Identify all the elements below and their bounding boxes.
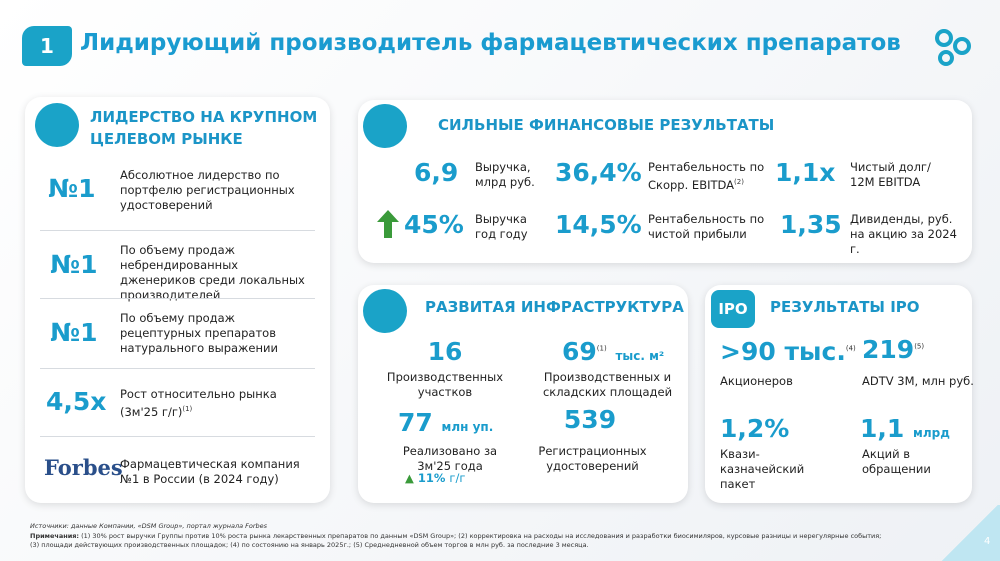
card-title: РАЗВИТАЯ ИНФРАСТРУКТУРА bbox=[425, 298, 684, 316]
text: По объему продаж небрендированных дженер… bbox=[120, 243, 305, 302]
text: Абсолютное лидерство по портфелю регистр… bbox=[120, 168, 295, 212]
logo bbox=[935, 29, 971, 66]
text: По объему продаж рецептурных препаратов … bbox=[120, 311, 278, 355]
sources: Источники: данные Компании, «DSM Group»,… bbox=[30, 522, 268, 530]
title: Лидирующий производитель фармацевтически… bbox=[80, 30, 901, 56]
section-number: 1 bbox=[22, 26, 72, 66]
value: 539 bbox=[563, 405, 617, 434]
text: Рост относительно рынка (3м'25 г/г)(1) bbox=[120, 387, 280, 420]
unit: млрд bbox=[913, 426, 950, 440]
text: Фармацевтическая компания №1 в России (в… bbox=[120, 457, 300, 486]
text: Чистый долг/ 12M EBITDA bbox=[850, 160, 931, 189]
text: Регистрационных удостоверений bbox=[538, 444, 647, 473]
value: 219 bbox=[862, 335, 915, 364]
infrastructure-card bbox=[358, 285, 688, 503]
ipo-badge: IPO bbox=[711, 290, 755, 328]
note: (4) bbox=[845, 344, 856, 353]
text: Акций в обращении bbox=[862, 447, 931, 476]
text: ADTV 3M, млн руб. bbox=[862, 374, 974, 388]
forbes-logo: Forbes bbox=[44, 455, 123, 480]
text: Рентабельность по чистой прибыли bbox=[648, 212, 765, 241]
leadership-card bbox=[25, 97, 330, 503]
value: 77 млн уп. bbox=[398, 408, 493, 437]
value: >90 тыс. bbox=[720, 337, 846, 366]
corner-decor bbox=[940, 505, 1000, 561]
unit: млн уп. bbox=[441, 420, 494, 434]
growth: ▲ 11% г/г bbox=[405, 471, 465, 485]
separator bbox=[40, 368, 315, 369]
value: 69 bbox=[562, 337, 597, 366]
note: (1) bbox=[182, 405, 193, 413]
text: Акционеров bbox=[720, 374, 793, 388]
value: 36,4% bbox=[555, 158, 642, 187]
value: 1,2% bbox=[720, 414, 790, 443]
note: (1) bbox=[596, 344, 607, 353]
separator bbox=[40, 298, 315, 299]
up-arrow: ▲ bbox=[405, 471, 414, 485]
value: 1,1 bbox=[860, 414, 905, 443]
note: (1) 30% рост выручки Группы против 10% р… bbox=[81, 532, 882, 540]
note: (2) bbox=[734, 178, 744, 186]
value: №1 bbox=[50, 250, 98, 279]
growth-value: 11% bbox=[417, 471, 446, 485]
icon bbox=[35, 103, 79, 147]
value: 1,35 bbox=[780, 210, 842, 239]
text: Рост относительно рынка (3м'25 г/г) bbox=[120, 387, 277, 419]
icon bbox=[363, 104, 407, 148]
card-title: СИЛЬНЫЕ ФИНАНСОВЫЕ РЕЗУЛЬТАТЫ bbox=[438, 116, 775, 134]
page-number: 4 bbox=[984, 536, 991, 547]
note: (5) bbox=[914, 342, 925, 351]
text: Производственных и складских площадей bbox=[542, 370, 673, 399]
growth-unit: г/г bbox=[449, 471, 466, 485]
value: 45% bbox=[404, 210, 464, 239]
value: 14,5% bbox=[555, 210, 642, 239]
value: 16 bbox=[427, 337, 463, 366]
notes: Примечания: (1) 30% рост выручки Группы … bbox=[30, 532, 950, 550]
card-title: РЕЗУЛЬТАТЫ IPO bbox=[770, 298, 920, 316]
note: (3) площади действующих производственных… bbox=[30, 541, 589, 549]
value: 1,1 млрд bbox=[860, 414, 950, 443]
separator bbox=[40, 436, 315, 437]
value: 4,5x bbox=[46, 387, 107, 416]
value: 1,1x bbox=[775, 158, 836, 187]
icon bbox=[363, 289, 407, 333]
text: Дивиденды, руб. на акцию за 2024 г. bbox=[850, 212, 957, 256]
financial-card bbox=[358, 100, 972, 263]
text: Производственных участков bbox=[386, 370, 504, 399]
text: Выручка, млрд руб. bbox=[475, 160, 535, 189]
text: Выручка год году bbox=[475, 212, 528, 241]
separator bbox=[40, 230, 315, 231]
value: 219(5) bbox=[862, 335, 924, 364]
value: 69(1) тыс. м² bbox=[562, 337, 664, 366]
value: 77 bbox=[398, 408, 433, 437]
value: №1 bbox=[50, 318, 98, 347]
text: Рентабельность по Скорр. EBITDA(2) bbox=[648, 160, 768, 193]
notes-label: Примечания: bbox=[30, 532, 80, 540]
up-arrow bbox=[377, 210, 399, 238]
text: Квази-казначейский пакет bbox=[720, 447, 805, 491]
card-title: ЛИДЕРСТВО НА КРУПНОМ ЦЕЛЕВОМ РЫНКЕ bbox=[90, 108, 318, 148]
value: >90 тыс.(4) bbox=[720, 337, 856, 366]
text: Рентабельность по Скорр. EBITDA bbox=[648, 160, 765, 192]
value: №1 bbox=[48, 174, 96, 203]
text: Реализовано за 3м'25 года bbox=[402, 444, 498, 473]
unit: тыс. м² bbox=[615, 349, 665, 363]
value: 6,9 bbox=[414, 158, 459, 187]
